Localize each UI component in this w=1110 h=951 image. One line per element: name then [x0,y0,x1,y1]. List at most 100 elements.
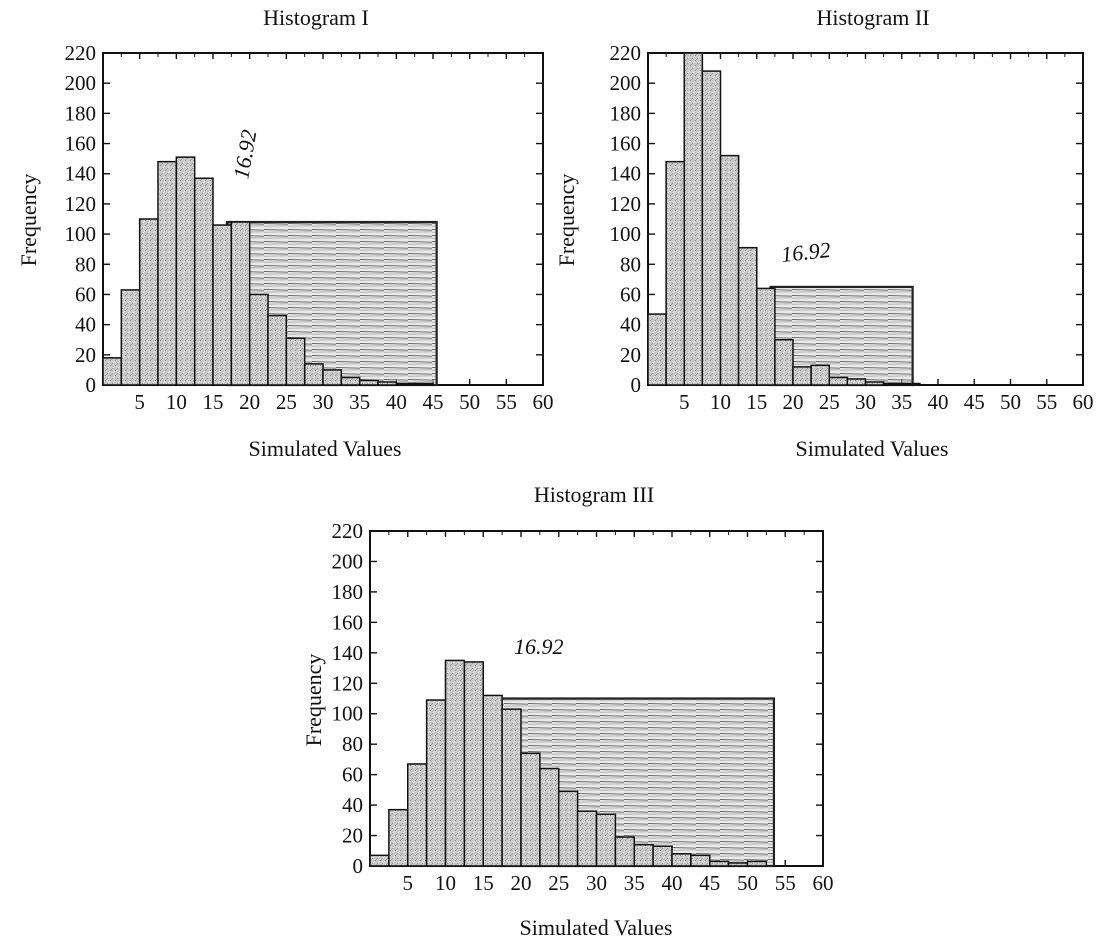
histogram-iii-bar [501,708,522,867]
histogram-i-bar [120,289,141,386]
histogram-i-y-tick-label: 160 [65,132,97,156]
histogram-iii-x-tick-labels: 5 10 15 20 25 30 35 40 45 50 55 60 [403,871,834,895]
histogram-i-bar [267,314,288,386]
histogram-iii-bar [652,845,673,867]
histogram-ii-bar [882,382,903,386]
histogram-ii-y-tick-label: 160 [610,132,642,156]
histogram-i-bar [358,379,379,386]
histogram-i-bar [395,382,416,386]
histogram-iii-bar [463,661,484,867]
histogram-ii-bar [828,376,849,386]
histogram-iii-bar [444,659,466,867]
histogram-iii-title: Histogram III [534,482,654,507]
histogram-ii-bar [846,378,867,386]
histogram-iii-y-tick-label: 160 [332,610,364,634]
histogram-ii-x-tick-label: 55 [1036,390,1057,414]
histogram-ii-bar [683,52,704,386]
histogram-iii-x-tick-label: 35 [624,871,645,895]
histogram-iii-bar [482,694,503,867]
histogram-i-x-tick-label: 20 [239,390,260,414]
histogram-i-bar [175,156,196,386]
histogram-iii: Histogram III 0 20 40 60 80 100 120 140 160 180 20… [301,482,834,940]
histogram-i-bar [157,160,178,386]
histogram-i-y-tick-label: 60 [75,282,96,306]
histogram-iii-y-tick-label: 20 [342,824,363,848]
histogram-i-bar [303,363,324,386]
histogram-iii-bar [727,862,749,867]
histogram-ii-bar [901,382,921,386]
histogram-i-bar [322,369,343,386]
histogram-iii-annotation: 16.92 [514,634,564,659]
histogram-ii-x-tick-label: 15 [746,390,767,414]
histogram-iii-y-tick-label: 120 [332,671,364,695]
histogram-i-y-tick-label: 80 [75,252,96,276]
histogram-i-x-tick-label: 10 [166,390,187,414]
histogram-iii-y-tick-label: 140 [332,641,364,665]
histogram-iii-y-tick-label: 80 [342,732,363,756]
histogram-ii-y-tick-label: 80 [620,252,641,276]
histogram-iii-x-tick-label: 60 [813,871,834,895]
histogram-i-x-axis-title: Simulated Values [249,436,402,461]
histogram-iii-bar [671,853,692,867]
histogram-i-bar [212,224,233,386]
histogram-iii-bar [539,767,560,867]
histogram-ii-title: Histogram II [816,5,929,30]
histogram-iii-y-tick-label: 200 [332,549,364,573]
histogram-iii-y-axis-title: Frequency [301,654,326,747]
histogram-ii-y-tick-label: 200 [610,71,642,95]
histogram-i-x-tick-label: 40 [386,390,407,414]
histogram-i-y-tick-label: 140 [65,162,97,186]
histogram-iii-bar [425,699,447,867]
histogram-iii-x-tick-label: 50 [737,871,758,895]
histogram-i-bar [230,221,251,386]
histogram-iii-y-tick-label: 40 [342,793,363,817]
histogram-ii-x-tick-label: 30 [855,390,876,414]
histogram-iii-bar [576,810,598,867]
histogram-ii-y-tick-label: 0 [631,373,642,397]
histogram-iii-bar [633,843,654,867]
histogram-i-x-tick-label: 55 [496,390,517,414]
histogram-iii-bar [709,860,730,867]
histogram-ii-y-tick-labels: 0 20 40 60 80 100 120 140 160 180 200 220 [610,41,642,397]
histogram-iii-bar [407,763,428,867]
histogram-iii-y-tick-label: 180 [332,580,364,604]
histogram-i-title: Histogram I [263,5,369,30]
histogram-iii-y-tick-label: 220 [332,519,364,543]
histogram-i-bar [285,337,306,386]
histogram-i-y-tick-label: 220 [65,41,97,65]
histogram-i-bar [377,381,398,386]
histogram-i-y-tick-label: 180 [65,101,97,125]
histogram-i-y-tick-label: 0 [86,373,97,397]
histogram-i-bar [340,376,361,386]
histogram-i-y-tick-label: 200 [65,71,97,95]
histogram-iii-bars [369,659,768,867]
histogram-iii-bar [558,790,579,867]
histogram-ii-x-tick-label: 5 [679,390,690,414]
histogram-ii-x-tick-label: 45 [964,390,985,414]
histogram-iii-bar [746,860,768,867]
histogram-ii-bar [647,313,667,386]
histogram-ii-bar [756,287,776,386]
histogram-iii-x-tick-label: 30 [586,871,607,895]
histogram-i-x-tick-label: 5 [134,390,145,414]
histogram-ii-y-axis-title: Frequency [554,174,579,267]
histogram-i: Histogram I 0 20 40 60 80 100 120 140 160 180 200 2… [16,5,554,461]
histogram-i-x-tick-label: 60 [533,390,554,414]
histogram-ii-x-tick-label: 25 [819,390,840,414]
histogram-i-x-tick-label: 15 [203,390,224,414]
histogram-iii-x-tick-label: 45 [699,871,720,895]
histogram-iii-x-tick-label: 15 [473,871,494,895]
histogram-iii-x-tick-label: 55 [775,871,796,895]
histogram-iii-bar [388,808,409,867]
histogram-ii: Histogram II 020406080100120140160180200… [554,5,1094,461]
histogram-i-x-tick-label: 30 [313,390,334,414]
histogram-i-y-tick-label: 120 [65,192,97,216]
histogram-ii-bar [774,338,794,386]
histogram-ii-bar [665,160,685,386]
histogram-ii-annotation: 16.92 [780,237,832,267]
histogram-ii-bar [792,366,812,386]
histogram-iii-bar [369,854,390,867]
histogram-ii-y-tick-label: 60 [620,282,641,306]
histogram-iii-bar [520,752,541,867]
